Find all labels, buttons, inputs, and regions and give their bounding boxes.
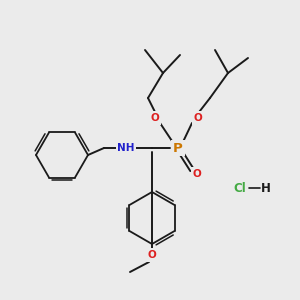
Text: Cl: Cl: [234, 182, 246, 194]
Text: O: O: [151, 113, 159, 123]
Text: H: H: [261, 182, 271, 194]
Text: NH: NH: [117, 143, 135, 153]
Text: O: O: [193, 169, 201, 179]
Text: O: O: [194, 113, 202, 123]
Text: O: O: [148, 250, 156, 260]
Text: P: P: [173, 142, 183, 154]
